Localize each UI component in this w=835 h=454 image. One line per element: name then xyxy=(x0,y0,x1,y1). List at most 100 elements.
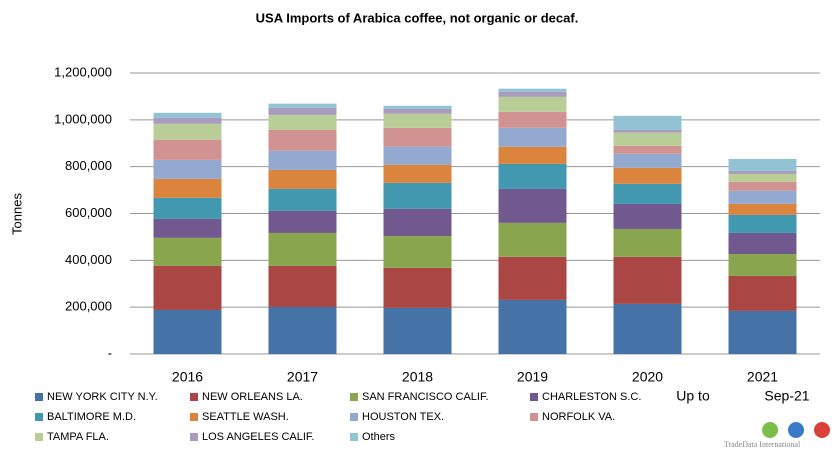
bar-segment xyxy=(383,108,452,114)
bar-segment xyxy=(268,103,337,108)
bar-segment xyxy=(153,139,222,160)
bar-segment xyxy=(613,115,682,130)
legend-label: TAMPA FLA. xyxy=(47,431,109,443)
bar-segment xyxy=(498,256,567,300)
y-tick-label: 200,000 xyxy=(65,299,112,314)
legend-label: CHARLESTON S.C. xyxy=(542,391,641,403)
bar-segment xyxy=(153,178,222,198)
bar-segment xyxy=(613,303,682,354)
bar-segment xyxy=(153,309,222,354)
bar-segment xyxy=(498,111,567,128)
legend-label: LOS ANGELES CALIF. xyxy=(202,431,315,443)
y-tick-label: 400,000 xyxy=(65,252,112,267)
bar-segment xyxy=(498,299,567,354)
bar-segment xyxy=(613,153,682,168)
y-tick-label: 600,000 xyxy=(65,205,112,220)
x-tick-label: 2021 xyxy=(747,369,778,385)
bar-segment xyxy=(268,232,337,266)
x-tick-label: 2018 xyxy=(402,369,433,385)
legend-label: HOUSTON TEX. xyxy=(362,411,444,423)
bar-segment xyxy=(728,181,797,191)
x-tick-label: 2017 xyxy=(287,369,318,385)
legend-label: NORFOLK VA. xyxy=(542,411,615,423)
legend-label: SAN FRANCISCO CALIF. xyxy=(362,391,489,403)
legend-swatch xyxy=(35,433,43,441)
bar-segment xyxy=(728,276,797,311)
bar-segment xyxy=(383,235,452,268)
bar-segment xyxy=(383,113,452,128)
x-tick-label: 2020 xyxy=(632,369,663,385)
y-tick-label: 1,200,000 xyxy=(54,64,112,79)
bar-segment xyxy=(153,218,222,238)
x-tick-label: 2016 xyxy=(172,369,203,385)
legend-label: Others xyxy=(362,431,396,443)
legend-label: NEW ORLEANS LA. xyxy=(202,391,303,403)
bar-segment xyxy=(728,254,797,277)
bar-segment xyxy=(613,167,682,184)
bar-segment xyxy=(153,123,222,140)
y-tick-label: 1,000,000 xyxy=(54,111,112,126)
bar-segment xyxy=(498,222,567,257)
bar-segment xyxy=(383,267,452,308)
logo-icon xyxy=(788,422,804,438)
bar-segment xyxy=(498,88,567,92)
bar-segment xyxy=(268,188,337,211)
bar-segment xyxy=(383,307,452,354)
bar-segment xyxy=(383,164,452,183)
x-tick-label: 2019 xyxy=(517,369,548,385)
bar-segment xyxy=(153,117,222,124)
bar-segment xyxy=(268,210,337,233)
bar-segment xyxy=(728,232,797,255)
bar-segment xyxy=(268,306,337,354)
legend-swatch xyxy=(350,413,358,421)
legend-swatch xyxy=(35,413,43,421)
logo-text: TradeData International xyxy=(724,440,801,449)
bar-segment xyxy=(383,146,452,165)
bar-segment xyxy=(153,112,222,118)
bar-segment xyxy=(153,265,222,310)
bar-segment xyxy=(613,145,682,154)
bar-segment xyxy=(613,183,682,204)
bar-segment xyxy=(613,256,682,304)
bar-segment xyxy=(728,203,797,215)
bar-segment xyxy=(728,170,797,174)
bar-segment xyxy=(153,237,222,266)
legend-swatch xyxy=(350,433,358,441)
bar-segment xyxy=(728,190,797,204)
bar-segment xyxy=(268,265,337,307)
bar-segment xyxy=(613,129,682,133)
bar-segment xyxy=(268,107,337,115)
bar-segment xyxy=(268,114,337,130)
legend-swatch xyxy=(190,393,198,401)
y-tick-label: 800,000 xyxy=(65,158,112,173)
bar-segment xyxy=(498,91,567,97)
bar-segment xyxy=(498,127,567,147)
y-axis-label: Tonnes xyxy=(9,193,24,235)
bar-segment xyxy=(153,197,222,219)
legend-swatch xyxy=(190,413,198,421)
bar-segment xyxy=(613,203,682,229)
legend-label: BALTIMORE M.D. xyxy=(47,411,136,423)
bar-segment xyxy=(153,159,222,179)
bar-segment xyxy=(728,158,797,171)
legend-label: NEW YORK CITY N.Y. xyxy=(47,391,158,403)
legend-swatch xyxy=(350,393,358,401)
legend-swatch xyxy=(530,413,538,421)
legend-swatch xyxy=(530,393,538,401)
annotation: Sep-21 xyxy=(764,388,809,404)
logo-icon xyxy=(762,422,778,438)
annotation: Up to xyxy=(676,388,710,404)
bar-segment xyxy=(728,310,797,354)
legend-swatch xyxy=(35,393,43,401)
bar-segment xyxy=(613,132,682,146)
legend-label: SEATTLE WASH. xyxy=(202,411,289,423)
bar-segment xyxy=(498,146,567,164)
chart-title: USA Imports of Arabica coffee, not organ… xyxy=(256,10,579,25)
bar-segment xyxy=(268,150,337,170)
bar-segment xyxy=(728,173,797,182)
legend-swatch xyxy=(190,433,198,441)
logo-icon xyxy=(814,422,830,438)
bar-segment xyxy=(383,105,452,109)
y-tick-label: - xyxy=(108,345,112,360)
